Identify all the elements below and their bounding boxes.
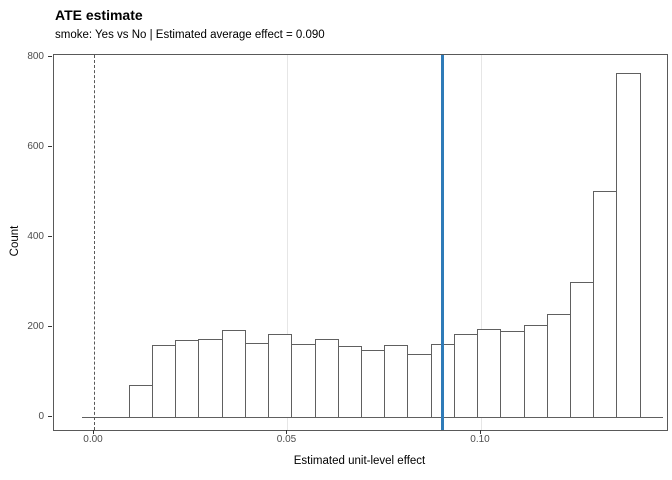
plot-title: ATE estimate [55, 7, 143, 23]
histogram-bar [268, 333, 293, 419]
x-tick-mark [479, 430, 481, 434]
x-axis-title: Estimated unit-level effect [293, 455, 426, 467]
histogram-bar [384, 345, 409, 419]
y-tick-label: 400 [27, 230, 44, 242]
histogram-bar [616, 73, 641, 419]
histogram-bar [221, 329, 246, 419]
x-tick-label: 0.10 [470, 434, 490, 445]
ate-estimate-line [441, 55, 444, 430]
y-tick-mark [48, 235, 52, 237]
y-tick-mark [48, 55, 52, 57]
histogram-bar [523, 324, 548, 419]
histogram-bar [361, 349, 386, 419]
plot-panel [53, 54, 668, 431]
histogram-bar [337, 346, 363, 419]
y-tick-mark [48, 325, 52, 327]
x-tick-label: 0.05 [276, 434, 297, 445]
y-tick-label: 800 [27, 50, 44, 62]
histogram-bar [593, 190, 618, 419]
histogram-bar [244, 342, 270, 419]
x-tick-mark [92, 430, 94, 434]
histogram-bar [128, 384, 154, 419]
histogram-bar [546, 313, 571, 419]
histogram-bar [570, 282, 595, 419]
y-tick-mark [48, 415, 52, 417]
x-tick-label: 0.00 [83, 434, 103, 445]
zero-reference-line [93, 55, 95, 430]
histogram-bar [477, 329, 502, 419]
plot-subtitle: smoke: Yes vs No | Estimated average eff… [55, 29, 325, 41]
gridline-vertical [480, 55, 482, 430]
histogram-bar [314, 338, 339, 419]
histogram-bar [407, 354, 432, 419]
y-axis-title: Count [9, 225, 21, 257]
x-tick-mark [286, 430, 287, 434]
histogram-bar [500, 330, 525, 419]
y-tick-label: 0 [38, 410, 44, 422]
y-tick-label: 600 [27, 140, 44, 152]
histogram-bar [152, 345, 177, 419]
y-tick-mark [48, 145, 52, 147]
y-tick-label: 200 [27, 320, 44, 332]
histogram-bar [291, 344, 316, 419]
histogram-bar [453, 333, 479, 419]
gridline-vertical [287, 55, 288, 430]
histogram-bar [198, 338, 223, 419]
histogram-bar [175, 339, 200, 419]
